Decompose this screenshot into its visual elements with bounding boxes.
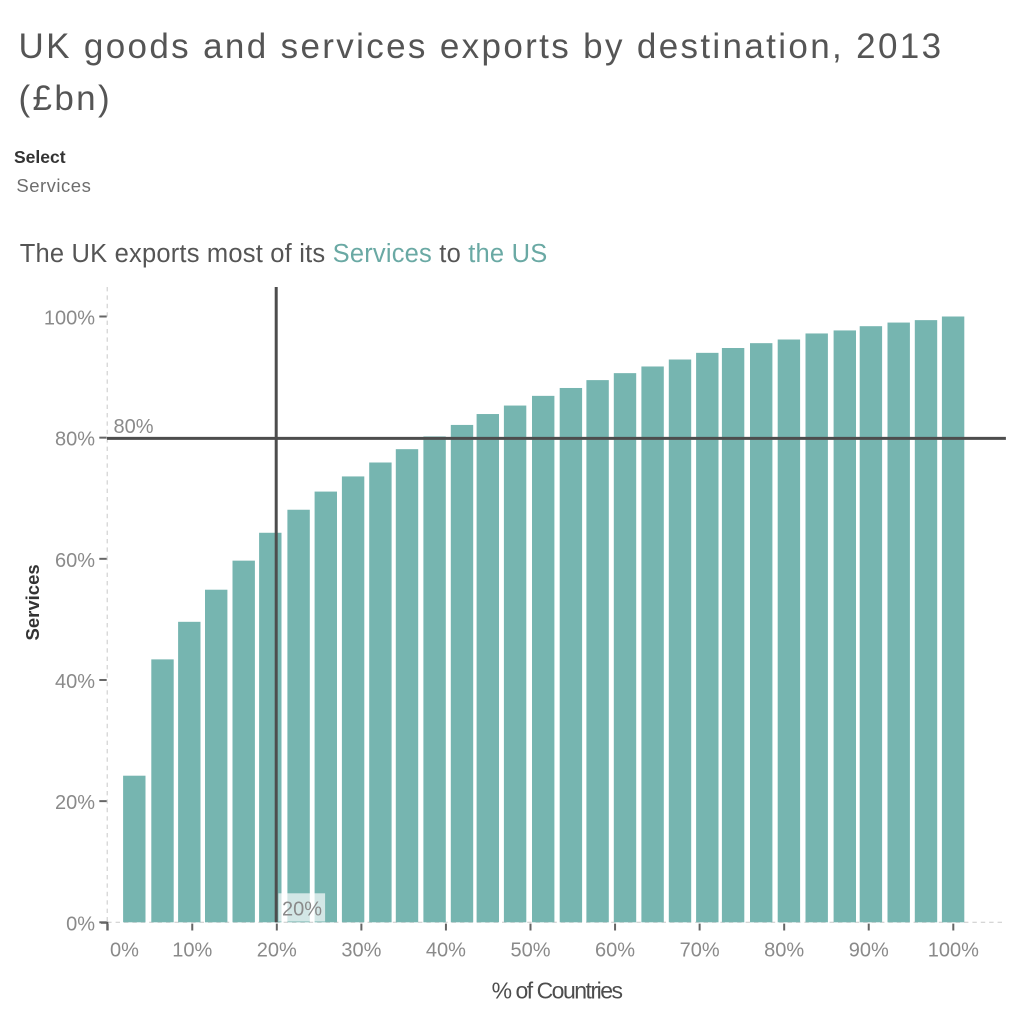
svg-text:70%: 70% [680,940,720,962]
svg-text:10%: 10% [172,940,212,962]
svg-text:30%: 30% [341,940,381,962]
svg-text:0%: 0% [110,940,139,962]
svg-text:80%: 80% [764,940,804,962]
svg-text:% of Countries: % of Countries [492,978,623,1004]
svg-text:60%: 60% [55,550,95,572]
svg-text:20%: 20% [55,792,95,814]
svg-text:Services: Services [16,175,91,196]
svg-text:90%: 90% [849,940,889,962]
svg-text:The UK exports most of its Ser: The UK exports most of its Services to t… [20,240,548,268]
svg-text:40%: 40% [55,671,95,693]
svg-text:Select: Select [14,147,66,167]
svg-text:50%: 50% [510,940,550,962]
svg-text:UK goods and services exports: UK goods and services exports by destina… [19,27,944,66]
svg-text:Services: Services [22,564,43,640]
svg-text:20%: 20% [257,940,297,962]
svg-text:80%: 80% [55,429,95,451]
svg-text:0%: 0% [66,913,95,935]
svg-text:80%: 80% [114,416,154,438]
svg-text:60%: 60% [595,940,635,962]
svg-text:100%: 100% [928,940,979,962]
svg-text:100%: 100% [44,308,95,330]
svg-text:(£bn): (£bn) [19,79,112,118]
svg-text:40%: 40% [426,940,466,962]
svg-text:20%: 20% [282,899,322,921]
